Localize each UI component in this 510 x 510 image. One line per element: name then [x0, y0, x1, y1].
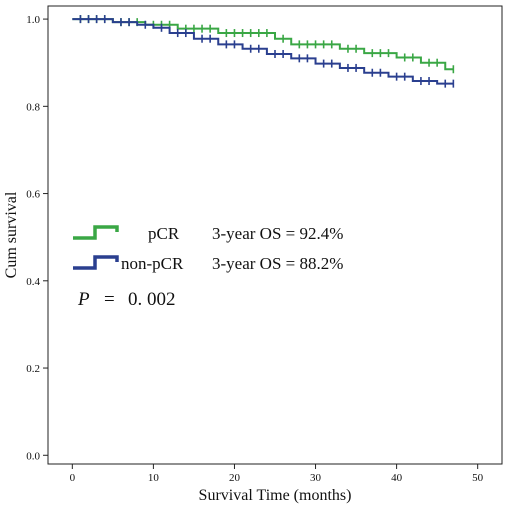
y-tick-label: 0.0	[26, 450, 40, 462]
y-tick-label: 0.8	[26, 101, 40, 113]
x-tick-label: 30	[310, 472, 322, 484]
x-axis-title: Survival Time (months)	[199, 487, 352, 504]
p-value-equals: =	[104, 289, 115, 310]
survival-curve-non-pcr	[72, 18, 454, 85]
y-axis: 0.0 0.2 0.4 0.6 0.8 1.0	[26, 14, 48, 462]
x-tick-label: 10	[148, 472, 160, 484]
p-value-symbol: P	[77, 289, 90, 310]
p-value-annotation: P = 0. 002	[77, 289, 176, 310]
x-axis: 0 10 20 30 40 50	[70, 464, 484, 484]
legend: pCR 3-year OS = 92.4% non-pCR 3-year OS …	[73, 224, 343, 273]
legend-swatch-non-pcr	[73, 255, 119, 270]
legend-stat-pcr: 3-year OS = 92.4%	[212, 224, 343, 243]
x-tick-label: 0	[70, 472, 76, 484]
p-value-number: 0. 002	[128, 289, 176, 310]
legend-item-non-pcr: non-pCR 3-year OS = 88.2%	[73, 254, 343, 273]
series-layer	[72, 15, 455, 88]
y-tick-label: 0.6	[26, 189, 40, 201]
survival-curve-pcr	[72, 18, 454, 71]
x-tick-label: 50	[472, 472, 484, 484]
plot-frame	[47, 5, 503, 465]
legend-item-pcr: pCR 3-year OS = 92.4%	[73, 224, 343, 243]
legend-label-non-pcr: non-pCR	[121, 254, 184, 273]
series-non-pcr	[72, 15, 455, 88]
legend-swatch-pcr	[73, 225, 119, 240]
legend-stat-non-pcr: 3-year OS = 88.2%	[212, 254, 343, 273]
legend-label-pcr: pCR	[148, 224, 180, 243]
y-tick-label: 0.2	[26, 363, 40, 375]
y-tick-label: 0.4	[26, 276, 40, 288]
y-axis-title: Cum survival	[3, 191, 20, 278]
x-tick-label: 40	[391, 472, 403, 484]
x-tick-label: 20	[229, 472, 241, 484]
y-tick-label: 1.0	[26, 14, 40, 26]
